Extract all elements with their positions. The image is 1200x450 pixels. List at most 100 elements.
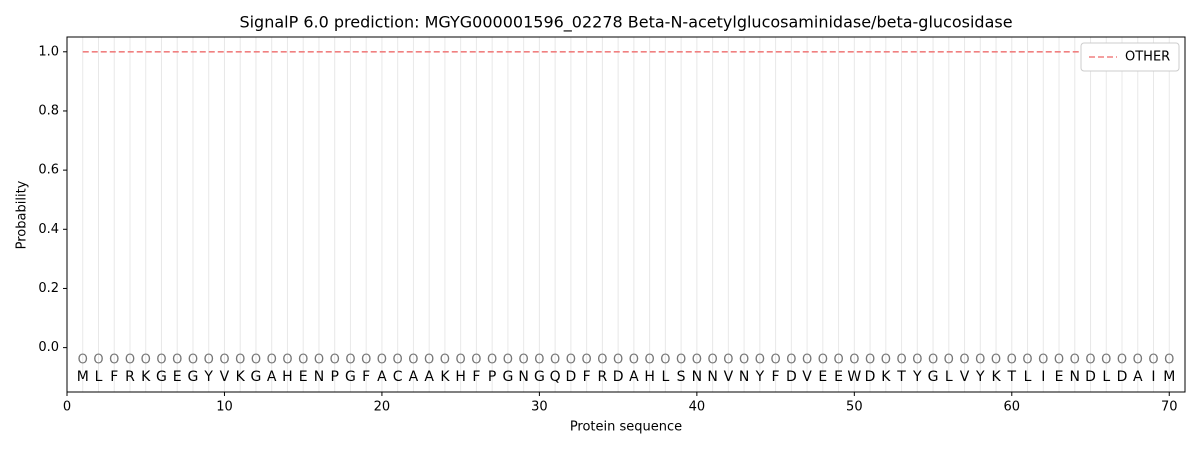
residue: G (345, 369, 356, 385)
y-axis-label: Probability (15, 180, 30, 249)
residue-label: O (692, 353, 702, 368)
residue-label: O (833, 353, 843, 368)
residue-label: O (1148, 353, 1158, 368)
residue-label: O (1085, 353, 1095, 368)
residue-label: O (156, 353, 166, 368)
legend-label: OTHER (1125, 50, 1170, 65)
x-tick-label: 30 (531, 400, 548, 415)
residue-label: O (550, 353, 560, 368)
residue-label: O (959, 353, 969, 368)
residue: A (267, 369, 277, 385)
residue: R (598, 369, 608, 385)
residue-label: O (613, 353, 623, 368)
residue-label: O (456, 353, 466, 368)
residue-label: O (928, 353, 938, 368)
residue: D (786, 369, 797, 385)
residue-label: O (975, 353, 985, 368)
residue: G (502, 369, 513, 385)
residue-label: O (1070, 353, 1080, 368)
residue: A (629, 369, 639, 385)
residue: K (881, 369, 891, 385)
residue-label: O (723, 353, 733, 368)
residue: V (802, 369, 812, 385)
residue: T (1007, 369, 1017, 385)
residue: N (739, 369, 749, 385)
residue: H (455, 369, 466, 385)
residue: C (393, 369, 403, 385)
residue-label: O (408, 353, 418, 368)
residue: E (818, 369, 827, 385)
residue: L (661, 369, 669, 385)
residue: Q (550, 369, 561, 385)
residue-label: O (770, 353, 780, 368)
residue-label: O (1007, 353, 1017, 368)
residue: G (928, 369, 939, 385)
residue-label: O (330, 353, 340, 368)
residue-label: O (267, 353, 277, 368)
residue-label: O (219, 353, 229, 368)
residue-label: O (865, 353, 875, 368)
residue-label: O (991, 353, 1001, 368)
residue-label: O (660, 353, 670, 368)
residue-label: O (314, 353, 324, 368)
x-tick-label: 0 (63, 400, 71, 415)
residue: D (1085, 369, 1096, 385)
residue-label: O (818, 353, 828, 368)
residue: G (534, 369, 545, 385)
residue: L (95, 369, 103, 385)
y-tick-label: 0.2 (38, 281, 59, 296)
residue-label: O (755, 353, 765, 368)
residue: A (409, 369, 419, 385)
residue: D (1117, 369, 1128, 385)
residue: N (518, 369, 528, 385)
residue: L (1102, 369, 1110, 385)
residue-label: O (298, 353, 308, 368)
residue: F (472, 369, 480, 385)
residue-label: O (188, 353, 198, 368)
residue: A (377, 369, 387, 385)
residue-label: O (361, 353, 371, 368)
residue-label: O (534, 353, 544, 368)
residue-label: O (597, 353, 607, 368)
residue: V (220, 369, 230, 385)
residue-label: O (1054, 353, 1064, 368)
y-tick-label: 0.4 (38, 222, 59, 237)
residue: N (1070, 369, 1080, 385)
residue: D (613, 369, 624, 385)
residue-label: O (707, 353, 717, 368)
residue-label: O (849, 353, 859, 368)
residue: R (125, 369, 135, 385)
plot-frame (66, 36, 1186, 393)
residue-label: O (78, 353, 88, 368)
residue-label: O (487, 353, 497, 368)
residue: P (488, 369, 496, 385)
chart-title: SignalP 6.0 prediction: MGYG000001596_02… (239, 13, 1012, 33)
residue-label: O (1117, 353, 1127, 368)
residue-label: O (629, 353, 639, 368)
residue-label: O (440, 353, 450, 368)
residue: K (236, 369, 246, 385)
y-tick-label: 0.6 (38, 163, 59, 178)
x-tick-label: 60 (1004, 400, 1021, 415)
residue: V (960, 369, 970, 385)
x-tick-label: 40 (689, 400, 706, 415)
residue: Y (975, 369, 985, 385)
residue: F (362, 369, 370, 385)
residue: E (173, 369, 182, 385)
residue: W (847, 369, 861, 385)
residue: S (677, 369, 686, 385)
residue: E (299, 369, 308, 385)
residue-label: O (582, 353, 592, 368)
residue-label: O (109, 353, 119, 368)
residue: G (188, 369, 199, 385)
residue-label: O (282, 353, 292, 368)
residue: K (141, 369, 151, 385)
residue: L (945, 369, 953, 385)
residue: K (991, 369, 1001, 385)
residue-label: O (802, 353, 812, 368)
residue-label: O (1038, 353, 1048, 368)
residue: D (865, 369, 876, 385)
residue-label: O (739, 353, 749, 368)
residue: V (724, 369, 734, 385)
